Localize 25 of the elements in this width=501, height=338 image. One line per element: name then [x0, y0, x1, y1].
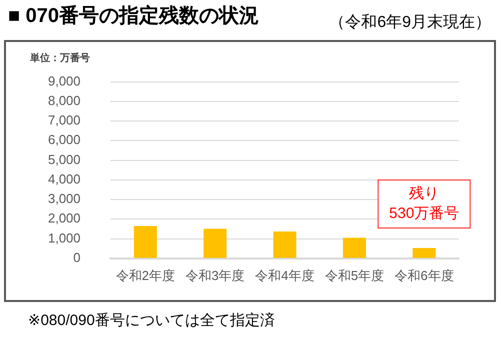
x-tick-label: 令和5年度 [324, 268, 384, 283]
y-tick-label: 7,000 [48, 112, 81, 128]
y-tick-label: 1,000 [48, 230, 81, 246]
bar [342, 238, 366, 258]
bar [412, 248, 436, 258]
y-tick-label: 2,000 [48, 210, 81, 226]
y-tick-label: 5,000 [48, 152, 81, 167]
text: ※080/090番号については全て指定済 [28, 311, 275, 330]
annotation: 残り 530万番号 [389, 185, 460, 222]
y-tick-label: 4,000 [48, 171, 81, 186]
y-tick-label: 6,000 [48, 132, 81, 148]
x-tick-label: 令和6年度 [394, 268, 454, 283]
bar [204, 228, 227, 258]
bar [273, 232, 296, 258]
bar [134, 226, 157, 258]
chart-title: ■ 070番号の指定残数の状況 [8, 4, 260, 29]
y-tick-label: 0 [73, 250, 81, 265]
y-tick-label: 3,000 [48, 191, 81, 206]
x-tick-label: 令和4年度 [255, 268, 314, 283]
y-tick-label: 8,000 [48, 93, 81, 108]
chart-subtitle: （令和6年9月末現在） [329, 12, 491, 33]
y-tick-label: 9,000 [48, 73, 81, 88]
x-tick-label: 令和3年度 [185, 268, 245, 283]
y-axis-title: 単位：万番号 [30, 52, 90, 65]
x-tick-label: 令和2年度 [116, 268, 175, 283]
